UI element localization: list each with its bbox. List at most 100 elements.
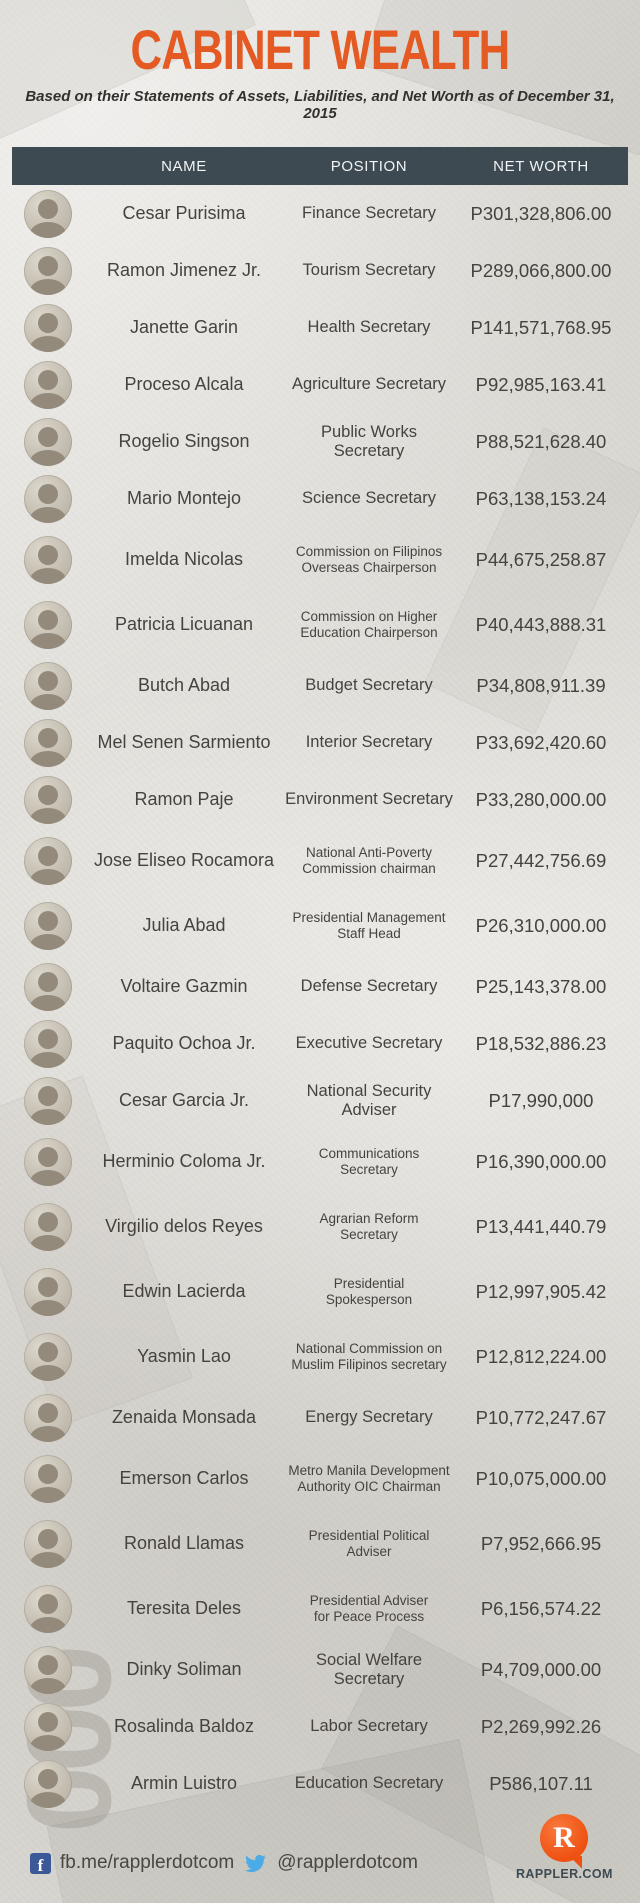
official-position: National Security Adviser (306, 1082, 432, 1119)
footer-social: f fb.me/rapplerdotcom @rapplerdotcom (30, 1852, 418, 1874)
table-row: Teresita Deles Presidential Adviser for … (12, 1576, 628, 1641)
official-photo (24, 1702, 72, 1751)
twitter-icon[interactable] (243, 1853, 268, 1874)
table-row: Rosalinda Baldoz Labor Secretary P2,269,… (12, 1698, 628, 1755)
official-networth: P10,772,247.67 (475, 1406, 607, 1428)
column-header-networth: NET WORTH (493, 157, 589, 175)
official-photo (24, 360, 72, 409)
table-row: Cesar Purisima Finance Secretary P301,32… (12, 185, 628, 242)
official-position: Budget Secretary (305, 676, 433, 695)
table-row: Herminio Coloma Jr. Communications Secre… (12, 1129, 628, 1194)
official-name: Julia Abad (142, 915, 226, 935)
official-position: Commission on Higher Education Chairpers… (300, 609, 438, 640)
official-networth: P18,532,886.23 (475, 1032, 607, 1054)
official-photo (24, 1267, 72, 1316)
table-row: Dinky Soliman Social Welfare Secretary P… (12, 1641, 628, 1698)
official-networth: P88,521,628.40 (475, 430, 607, 452)
official-networth: P13,441,440.79 (475, 1215, 607, 1237)
table-row: Jose Eliseo Rocamora National Anti-Pover… (12, 828, 628, 893)
official-photo (24, 1137, 72, 1186)
official-position: Agriculture Secretary (291, 375, 447, 394)
official-name: Virgilio delos Reyes (105, 1216, 263, 1236)
official-name: Ronald Llamas (123, 1533, 245, 1553)
official-networth: P27,442,756.69 (475, 849, 607, 871)
official-position: Science Secretary (302, 489, 436, 508)
official-photo (24, 1584, 72, 1633)
official-photo (24, 1759, 72, 1808)
rappler-logo-letter: R (553, 1821, 575, 1854)
official-photo (24, 718, 72, 767)
column-header-position: POSITION (330, 157, 408, 175)
official-networth: P301,328,806.00 (470, 202, 612, 224)
official-position: Finance Secretary (302, 204, 436, 223)
official-position: Metro Manila Development Authority OIC C… (288, 1463, 450, 1494)
official-name: Janette Garin (129, 317, 239, 337)
official-name: Yasmin Lao (137, 1346, 231, 1366)
official-networth: P12,812,224.00 (475, 1345, 607, 1367)
table-row: Emerson Carlos Metro Manila Development … (12, 1446, 628, 1511)
table-row: Virgilio delos Reyes Agrarian Reform Sec… (12, 1194, 628, 1259)
official-position: Social Welfare Secretary (315, 1651, 423, 1688)
official-position: Presidential Management Staff Head (292, 910, 446, 941)
official-name: Voltaire Gazmin (120, 976, 248, 996)
official-photo (24, 836, 72, 885)
official-networth: P44,675,258.87 (475, 548, 607, 570)
table-row: Julia Abad Presidential Management Staff… (12, 893, 628, 958)
official-photo (24, 901, 72, 950)
official-photo (24, 1019, 72, 1068)
official-position: Defense Secretary (300, 977, 438, 996)
twitter-handle[interactable]: @rapplerdotcom (277, 1852, 418, 1873)
table-body: Cesar Purisima Finance Secretary P301,32… (12, 185, 628, 1812)
official-photo (24, 1519, 72, 1568)
official-position: Presidential Adviser for Peace Process (309, 1593, 429, 1624)
official-networth: P33,280,000.00 (475, 788, 607, 810)
table-row: Ramon Paje Environment Secretary P33,280… (12, 771, 628, 828)
official-networth: P289,066,800.00 (470, 259, 612, 281)
official-position: Labor Secretary (310, 1717, 428, 1736)
official-name: Cesar Garcia Jr. (118, 1090, 250, 1110)
table-row: Mario Montejo Science Secretary P63,138,… (12, 470, 628, 527)
official-networth: P40,443,888.31 (475, 613, 607, 635)
table-row: Zenaida Monsada Energy Secretary P10,772… (12, 1389, 628, 1446)
table-row: Voltaire Gazmin Defense Secretary P25,14… (12, 958, 628, 1015)
table-row: Proceso Alcala Agriculture Secretary P92… (12, 356, 628, 413)
official-name: Patricia Licuanan (114, 614, 254, 634)
official-photo (24, 1645, 72, 1694)
official-name: Butch Abad (137, 675, 231, 695)
official-networth: P92,985,163.41 (475, 373, 607, 395)
official-photo (24, 661, 72, 710)
rappler-logo[interactable]: R RAPPLER.COM (516, 1814, 612, 1881)
table-row: Rogelio Singson Public Works Secretary P… (12, 413, 628, 470)
rappler-brand-text: RAPPLER.COM (516, 1867, 613, 1881)
table-header: NAME POSITION NET WORTH (12, 147, 628, 185)
official-position: Health Secretary (307, 318, 431, 337)
official-photo (24, 1332, 72, 1381)
column-header-name: NAME (161, 157, 207, 175)
official-networth: P63,138,153.24 (475, 487, 607, 509)
official-photo (24, 1454, 72, 1503)
table-row: Janette Garin Health Secretary P141,571,… (12, 299, 628, 356)
official-name: Armin Luistro (130, 1773, 238, 1793)
official-name: Emerson Carlos (119, 1468, 249, 1488)
official-photo (24, 962, 72, 1011)
official-name: Rogelio Singson (118, 431, 250, 451)
official-position: National Commission on Muslim Filipinos … (291, 1341, 447, 1372)
table-row: Patricia Licuanan Commission on Higher E… (12, 592, 628, 657)
table-row: Mel Senen Sarmiento Interior Secretary P… (12, 714, 628, 771)
table-row: Armin Luistro Education Secretary P586,1… (12, 1755, 628, 1812)
table-row: Ramon Jimenez Jr. Tourism Secretary P289… (12, 242, 628, 299)
official-networth: P7,952,666.95 (480, 1532, 602, 1554)
official-name: Ramon Paje (134, 789, 234, 809)
rappler-logo-icon: R (540, 1814, 588, 1862)
official-photo (24, 303, 72, 352)
table-row: Yasmin Lao National Commission on Muslim… (12, 1324, 628, 1389)
official-networth: P17,990,000 (488, 1089, 594, 1111)
official-networth: P34,808,911.39 (476, 674, 606, 696)
facebook-icon[interactable]: f (30, 1852, 51, 1874)
official-name: Rosalinda Baldoz (113, 1716, 255, 1736)
official-networth: P586,107.11 (489, 1772, 593, 1794)
facebook-handle[interactable]: fb.me/rapplerdotcom (60, 1852, 235, 1873)
official-name: Ramon Jimenez Jr. (106, 260, 262, 280)
official-name: Mario Montejo (126, 488, 242, 508)
